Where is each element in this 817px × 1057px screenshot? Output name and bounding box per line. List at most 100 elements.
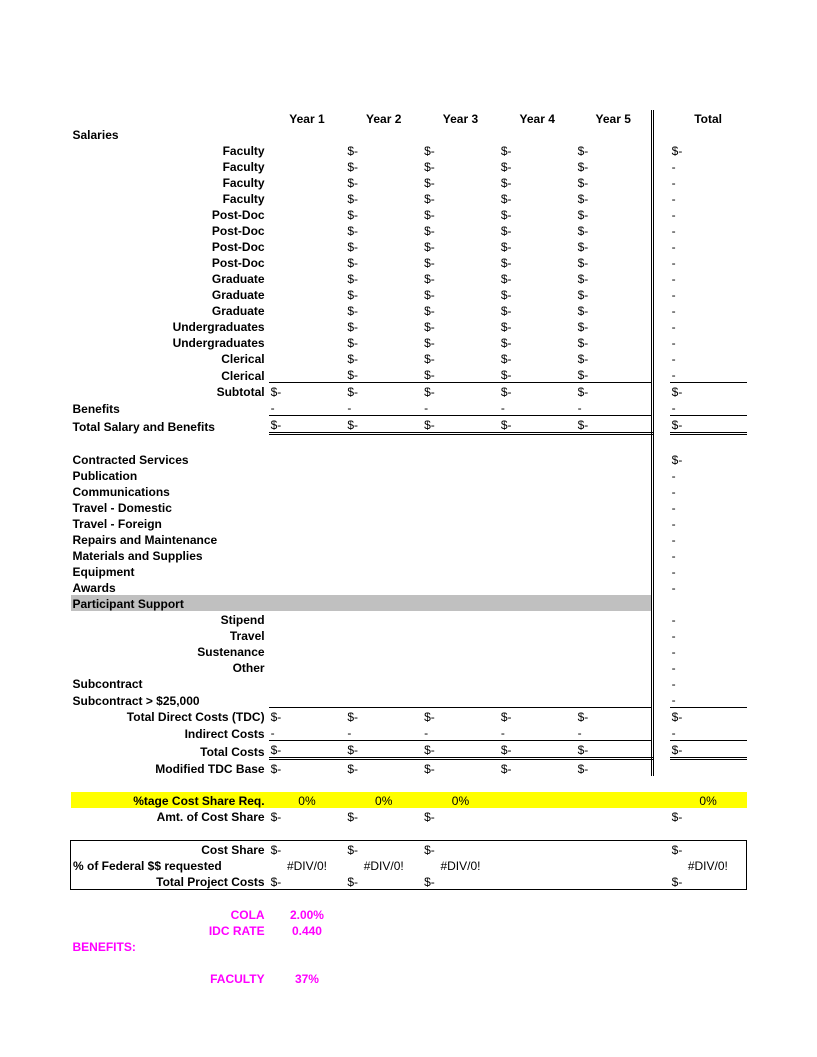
row-label: Travel - Domestic [71, 499, 269, 515]
col-header: Year 1 [269, 110, 346, 126]
cell: - [576, 724, 653, 741]
cell: $- [576, 190, 653, 206]
cell: $- [576, 416, 653, 434]
cell: - [670, 724, 747, 741]
cell: - [345, 724, 422, 741]
participant-row: Travel - [71, 627, 747, 643]
row-label: Awards [71, 579, 269, 595]
row-label: Undergraduates [71, 334, 269, 350]
direct-cost-row: Awards- [71, 579, 747, 595]
salary-row: Undergraduates$-$-$-$-- [71, 334, 747, 350]
cell: $- [576, 174, 653, 190]
cell: $- [499, 741, 576, 759]
col-header-total: Total [670, 110, 747, 126]
cell: - [670, 627, 747, 643]
idc-value: 0.440 [269, 922, 346, 938]
direct-cost-row: Publication - [71, 467, 747, 483]
row-box-total-project: Total Project Costs $- $- $- $- [71, 873, 747, 890]
cell: $- [670, 708, 747, 725]
cell: $- [345, 383, 422, 400]
cell: $- [345, 366, 422, 383]
cell: - [345, 399, 422, 416]
tsb-label: Total Salary and Benefits [71, 416, 269, 434]
cell: $- [422, 270, 499, 286]
cell: $- [499, 190, 576, 206]
cell: - [670, 206, 747, 222]
section-salaries: Salaries [71, 126, 269, 142]
row-subcontract-gt25k: Subcontract > $25,000 - [71, 691, 747, 708]
direct-cost-row: Travel - Domestic- [71, 499, 747, 515]
cell: $- [499, 174, 576, 190]
direct-cost-row: Communications - [71, 483, 747, 499]
cell: - [422, 724, 499, 741]
cell [269, 350, 346, 366]
budget-table: Year 1 Year 2 Year 3 Year 4 Year 5 Total… [70, 110, 747, 986]
cell: $- [422, 383, 499, 400]
cell: $- [670, 841, 747, 858]
cell: 0% [422, 792, 499, 808]
cell: 0% [670, 792, 747, 808]
cell [269, 190, 346, 206]
row-box-cost-share: Cost Share $- $- $- $- [71, 841, 747, 858]
salary-row: Graduate$-$-$-$-- [71, 270, 747, 286]
cell: $- [345, 238, 422, 254]
cell: - [670, 174, 747, 190]
row-label: Stipend [71, 611, 269, 627]
row-label: Materials and Supplies [71, 547, 269, 563]
row-label: Travel [71, 627, 269, 643]
cell: $- [576, 350, 653, 366]
salary-row: Graduate$-$-$-$-- [71, 302, 747, 318]
row-label: Travel - Foreign [71, 515, 269, 531]
cell: $- [269, 708, 346, 725]
cell: $- [499, 254, 576, 270]
row-label: Post-Doc [71, 206, 269, 222]
cell: $- [499, 270, 576, 286]
budget-spreadsheet: Year 1 Year 2 Year 3 Year 4 Year 5 Total… [0, 0, 817, 1026]
cell: $- [345, 334, 422, 350]
row-label: Graduate [71, 270, 269, 286]
faculty-value: 37% [269, 970, 346, 986]
modified-tdc-label: Modified TDC Base [71, 759, 269, 777]
row-label: Graduate [71, 302, 269, 318]
cell: $- [269, 873, 346, 890]
cell: $- [269, 741, 346, 759]
cell: - [670, 467, 747, 483]
participant-row: Stipend- [71, 611, 747, 627]
cell: $- [499, 286, 576, 302]
cell: - [499, 724, 576, 741]
cell: $- [576, 254, 653, 270]
cell: $- [345, 841, 422, 858]
cell: - [670, 547, 747, 563]
cell: #DIV/0! [269, 857, 346, 873]
cell: $- [499, 238, 576, 254]
salary-row: Faculty$-$-$-$-- [71, 190, 747, 206]
salary-row: Faculty$-$-$-$-- [71, 174, 747, 190]
cell: $- [422, 190, 499, 206]
cell: $- [576, 142, 653, 158]
cell: - [670, 158, 747, 174]
cell: - [670, 675, 747, 691]
cell: $- [269, 383, 346, 400]
cell: - [670, 483, 747, 499]
cell [269, 270, 346, 286]
row-label: Publication [71, 467, 269, 483]
row-cola: COLA 2.00% [71, 906, 747, 922]
cell [269, 142, 346, 158]
cell: $- [422, 759, 499, 777]
cell: $- [422, 350, 499, 366]
cell: $- [345, 206, 422, 222]
salary-row: Clerical$-$-$-$-- [71, 366, 747, 383]
cell: $- [422, 873, 499, 890]
salary-row: Post-Doc$-$-$-$-- [71, 206, 747, 222]
cell: 0% [345, 792, 422, 808]
cell: $- [422, 318, 499, 334]
row-label: Sustenance [71, 643, 269, 659]
salary-row: Post-Doc$-$-$-$-- [71, 238, 747, 254]
row-label: Communications [71, 483, 269, 499]
cell [269, 366, 346, 383]
indirect-label: Indirect Costs [71, 724, 269, 741]
row-cost-share-amt: Amt. of Cost Share $- $- $- $- [71, 808, 747, 824]
cell: $- [576, 708, 653, 725]
cell [269, 286, 346, 302]
cell: $- [499, 366, 576, 383]
